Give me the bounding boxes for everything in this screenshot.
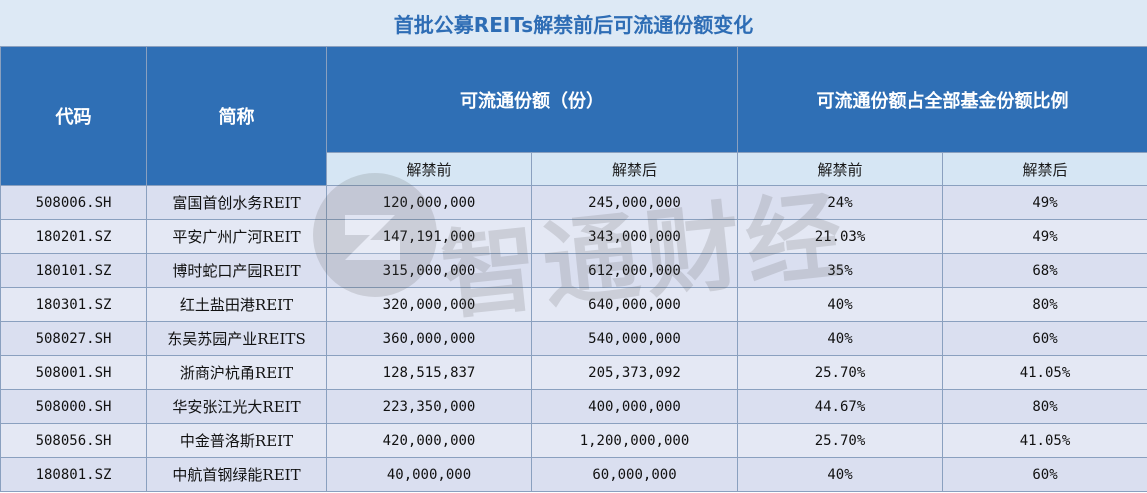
cell-name: 博时蛇口产园REIT (146, 253, 327, 288)
table-row: 180101.SZ 博时蛇口产园REIT 315,000,000 612,000… (0, 253, 1147, 288)
cell-name: 平安广州广河REIT (146, 219, 327, 254)
cell-shares-after: 400,000,000 (531, 389, 738, 424)
table-row: 180301.SZ 红土盐田港REIT 320,000,000 640,000,… (0, 287, 1147, 322)
table-row: 508027.SH 东吴苏园产业REITS 360,000,000 540,00… (0, 321, 1147, 356)
cell-ratio-after: 49% (942, 219, 1147, 254)
cell-shares-after: 540,000,000 (531, 321, 738, 356)
cell-code: 180201.SZ (0, 219, 147, 254)
cell-name: 中金普洛斯REIT (146, 423, 327, 458)
cell-ratio-before: 25.70% (737, 355, 943, 390)
cell-code: 508027.SH (0, 321, 147, 356)
cell-code: 180301.SZ (0, 287, 147, 322)
cell-shares-after: 245,000,000 (531, 185, 738, 220)
cell-name: 华安张江光大REIT (146, 389, 327, 424)
cell-ratio-before: 40% (737, 321, 943, 356)
cell-shares-before: 147,191,000 (326, 219, 532, 254)
cell-ratio-before: 24% (737, 185, 943, 220)
table-row: 180201.SZ 平安广州广河REIT 147,191,000 343,000… (0, 219, 1147, 254)
header-shares-group: 可流通份额（份） (326, 46, 738, 153)
cell-name: 东吴苏园产业REITS (146, 321, 327, 356)
cell-shares-after: 640,000,000 (531, 287, 738, 322)
cell-code: 508001.SH (0, 355, 147, 390)
header-shares-after: 解禁后 (531, 152, 738, 186)
header-ratio-after: 解禁后 (942, 152, 1147, 186)
cell-code: 508006.SH (0, 185, 147, 220)
cell-ratio-before: 40% (737, 287, 943, 322)
cell-code: 180101.SZ (0, 253, 147, 288)
cell-ratio-after: 60% (942, 321, 1147, 356)
cell-name: 红土盐田港REIT (146, 287, 327, 322)
header-ratio-group: 可流通份额占全部基金份额比例 (737, 46, 1147, 153)
cell-shares-after: 60,000,000 (531, 457, 738, 492)
table-row: 508006.SH 富国首创水务REIT 120,000,000 245,000… (0, 185, 1147, 220)
cell-ratio-before: 44.67% (737, 389, 943, 424)
cell-shares-before: 120,000,000 (326, 185, 532, 220)
cell-name: 浙商沪杭甬REIT (146, 355, 327, 390)
cell-shares-before: 360,000,000 (326, 321, 532, 356)
cell-ratio-after: 68% (942, 253, 1147, 288)
header-name: 简称 (146, 46, 327, 186)
cell-ratio-after: 41.05% (942, 423, 1147, 458)
table-row: 508001.SH 浙商沪杭甬REIT 128,515,837 205,373,… (0, 355, 1147, 390)
cell-ratio-before: 35% (737, 253, 943, 288)
cell-shares-before: 128,515,837 (326, 355, 532, 390)
cell-shares-before: 320,000,000 (326, 287, 532, 322)
cell-ratio-before: 40% (737, 457, 943, 492)
table-row: 508000.SH 华安张江光大REIT 223,350,000 400,000… (0, 389, 1147, 424)
cell-name: 富国首创水务REIT (146, 185, 327, 220)
cell-ratio-after: 60% (942, 457, 1147, 492)
cell-ratio-after: 80% (942, 287, 1147, 322)
table-row: 180801.SZ 中航首钢绿能REIT 40,000,000 60,000,0… (0, 457, 1147, 492)
cell-ratio-before: 25.70% (737, 423, 943, 458)
cell-shares-before: 315,000,000 (326, 253, 532, 288)
cell-code: 180801.SZ (0, 457, 147, 492)
cell-shares-after: 205,373,092 (531, 355, 738, 390)
cell-ratio-after: 41.05% (942, 355, 1147, 390)
cell-shares-before: 420,000,000 (326, 423, 532, 458)
cell-shares-after: 612,000,000 (531, 253, 738, 288)
cell-shares-before: 223,350,000 (326, 389, 532, 424)
cell-shares-after: 1,200,000,000 (531, 423, 738, 458)
cell-code: 508000.SH (0, 389, 147, 424)
header-ratio-before: 解禁前 (737, 152, 943, 186)
header-code: 代码 (0, 46, 147, 186)
cell-ratio-after: 80% (942, 389, 1147, 424)
cell-shares-before: 40,000,000 (326, 457, 532, 492)
reits-table: 代码 简称 可流通份额（份） 可流通份额占全部基金份额比例 解禁前 解禁后 解禁… (0, 46, 1147, 492)
table-title: 首批公募REITs解禁前后可流通份额变化 (0, 0, 1147, 47)
header-shares-before: 解禁前 (326, 152, 532, 186)
table-row: 508056.SH 中金普洛斯REIT 420,000,000 1,200,00… (0, 423, 1147, 458)
cell-name: 中航首钢绿能REIT (146, 457, 327, 492)
cell-shares-after: 343,000,000 (531, 219, 738, 254)
cell-ratio-before: 21.03% (737, 219, 943, 254)
cell-code: 508056.SH (0, 423, 147, 458)
cell-ratio-after: 49% (942, 185, 1147, 220)
